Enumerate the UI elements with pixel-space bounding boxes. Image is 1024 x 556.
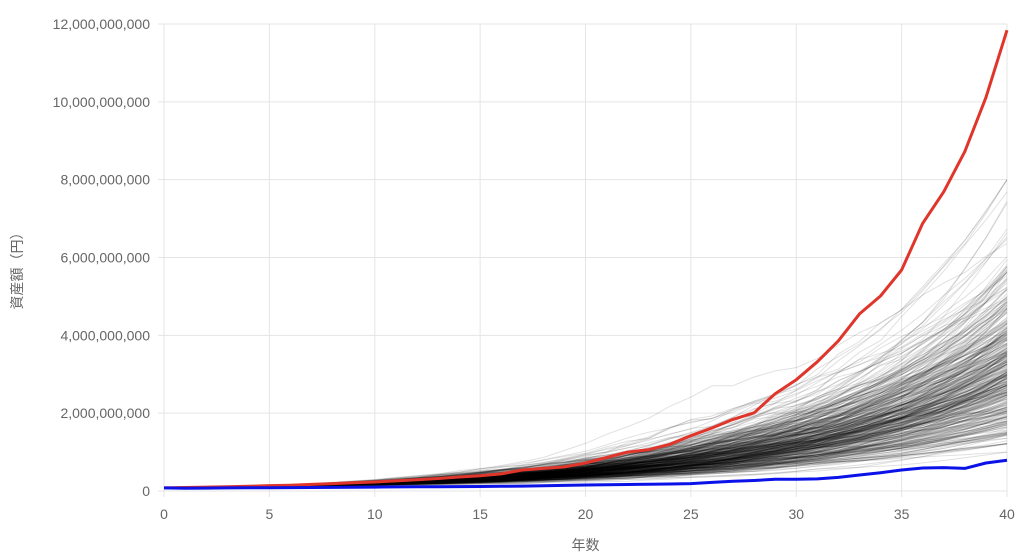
x-tick-label: 0 xyxy=(160,506,168,522)
x-axis-ticks: 0 5 10 15 20 25 30 35 40 xyxy=(160,506,1015,522)
x-tick-label: 5 xyxy=(265,506,273,522)
x-tick-label: 30 xyxy=(788,506,804,522)
y-axis-ticks: 0 2,000,000,000 4,000,000,000 6,000,000,000… xyxy=(53,16,151,499)
grid xyxy=(158,23,1008,497)
x-tick-label: 15 xyxy=(472,506,488,522)
x-tick-label: 20 xyxy=(578,506,594,522)
x-tick-label: 35 xyxy=(894,506,910,522)
x-axis-title: 年数 xyxy=(572,538,600,554)
y-tick-label: 12,000,000,000 xyxy=(53,16,151,32)
max-series-line xyxy=(163,29,1009,490)
x-tick-label: 25 xyxy=(683,506,699,522)
y-tick-label: 0 xyxy=(142,483,150,499)
x-tick-label: 10 xyxy=(367,506,383,522)
y-tick-label: 2,000,000,000 xyxy=(60,405,150,421)
x-tick-label: 40 xyxy=(999,506,1015,522)
y-tick-label: 4,000,000,000 xyxy=(60,327,150,343)
min-series-line xyxy=(163,458,1008,490)
highlight-series xyxy=(163,29,1009,490)
y-axis-title: 資産額（円） xyxy=(10,226,26,310)
y-tick-label: 6,000,000,000 xyxy=(60,250,150,266)
y-tick-label: 8,000,000,000 xyxy=(60,172,150,188)
y-tick-label: 10,000,000,000 xyxy=(53,94,151,110)
